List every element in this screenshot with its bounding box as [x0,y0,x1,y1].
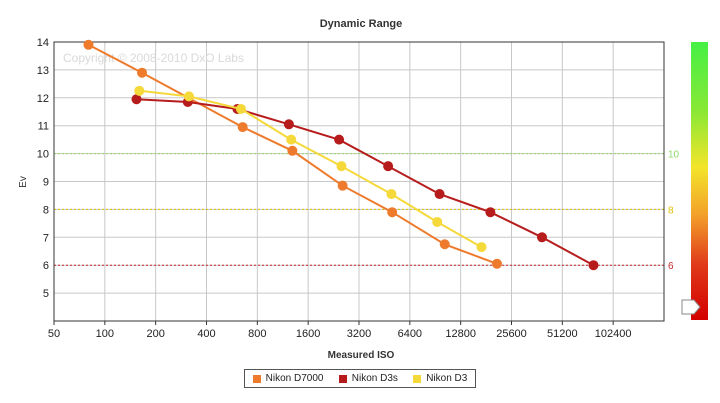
x-tick-label: 1600 [296,328,320,340]
series-line [139,89,482,248]
data-point[interactable] [131,94,142,105]
x-tick-label: 6400 [398,328,422,340]
x-tick-label: 800 [248,328,266,340]
legend-swatch-d7000 [252,374,261,383]
data-point[interactable] [237,122,248,133]
y-axis-ticks: 5 6 7 8 9 10 11 12 13 14 [37,37,49,300]
data-point[interactable] [337,180,348,191]
x-axis-ticks: 50 100 200 400 800 1600 3200 6400 12800 25600 5120… [48,321,632,340]
y-tick-label: 13 [37,65,49,77]
copyright-watermark: Copyright © 2008-2010 DxO Labs [63,51,244,65]
dynamic-range-scale-bar [691,42,708,320]
x-tick-label: 102400 [595,328,632,340]
reference-labels: 10 8 6 [668,150,680,273]
reference-label: 6 [668,261,674,272]
data-point[interactable] [83,39,94,50]
series-line [88,43,498,265]
series-layer [83,39,599,271]
series-line [136,98,594,267]
data-point[interactable] [383,161,394,172]
x-tick-label: 25600 [496,328,527,340]
legend-swatch-d3s [338,374,347,383]
reference-label: 10 [668,150,680,161]
x-tick-label: 12800 [445,328,476,340]
data-point[interactable] [287,145,298,156]
data-point[interactable] [485,207,496,218]
y-tick-label: 14 [37,37,49,49]
legend-item-d7000[interactable]: Nikon D7000 [252,373,324,384]
x-tick-label: 3200 [347,328,371,340]
legend: Nikon D7000 Nikon D3s Nikon D3 [244,369,476,388]
x-tick-label: 51200 [547,328,578,340]
data-point[interactable] [439,239,450,250]
legend-item-d3s[interactable]: Nikon D3s [338,373,398,384]
data-point[interactable] [336,161,347,172]
x-tick-label: 100 [96,328,114,340]
y-tick-label: 8 [43,204,49,216]
reference-label: 8 [668,205,674,216]
data-point[interactable] [491,258,502,269]
data-point[interactable] [387,207,398,218]
data-point[interactable] [235,103,246,114]
x-tick-label: 200 [146,328,164,340]
legend-label-d7000: Nikon D7000 [265,373,324,384]
legend-label-d3s: Nikon D3s [351,373,398,384]
data-point[interactable] [588,260,599,271]
data-point[interactable] [283,119,294,130]
legend-label-d3: Nikon D3 [426,373,468,384]
data-point[interactable] [536,232,547,243]
y-tick-label: 6 [43,260,49,272]
data-point[interactable] [434,189,445,200]
y-tick-label: 9 [43,177,49,189]
reference-lines [54,153,664,266]
legend-item-d3[interactable]: Nikon D3 [413,373,467,384]
data-point[interactable] [137,67,148,78]
scale-marker-icon[interactable] [681,299,701,315]
legend-swatch-d3 [413,374,422,383]
data-point[interactable] [183,91,194,102]
data-point[interactable] [432,216,443,227]
data-point[interactable] [476,242,487,253]
data-point[interactable] [286,134,297,145]
chart-title: Dynamic Range [320,18,403,30]
y-tick-label: 5 [43,288,49,300]
data-point[interactable] [386,189,397,200]
y-tick-label: 7 [43,232,49,244]
x-axis-label: Measured ISO [328,350,395,361]
x-tick-label: 400 [197,328,215,340]
data-point[interactable] [134,85,145,96]
y-axis-label: Ev [18,176,29,188]
y-tick-label: 11 [38,121,49,133]
data-point[interactable] [334,134,345,145]
x-tick-label: 50 [48,328,60,340]
y-tick-label: 10 [37,149,49,161]
y-tick-label: 12 [37,93,49,105]
